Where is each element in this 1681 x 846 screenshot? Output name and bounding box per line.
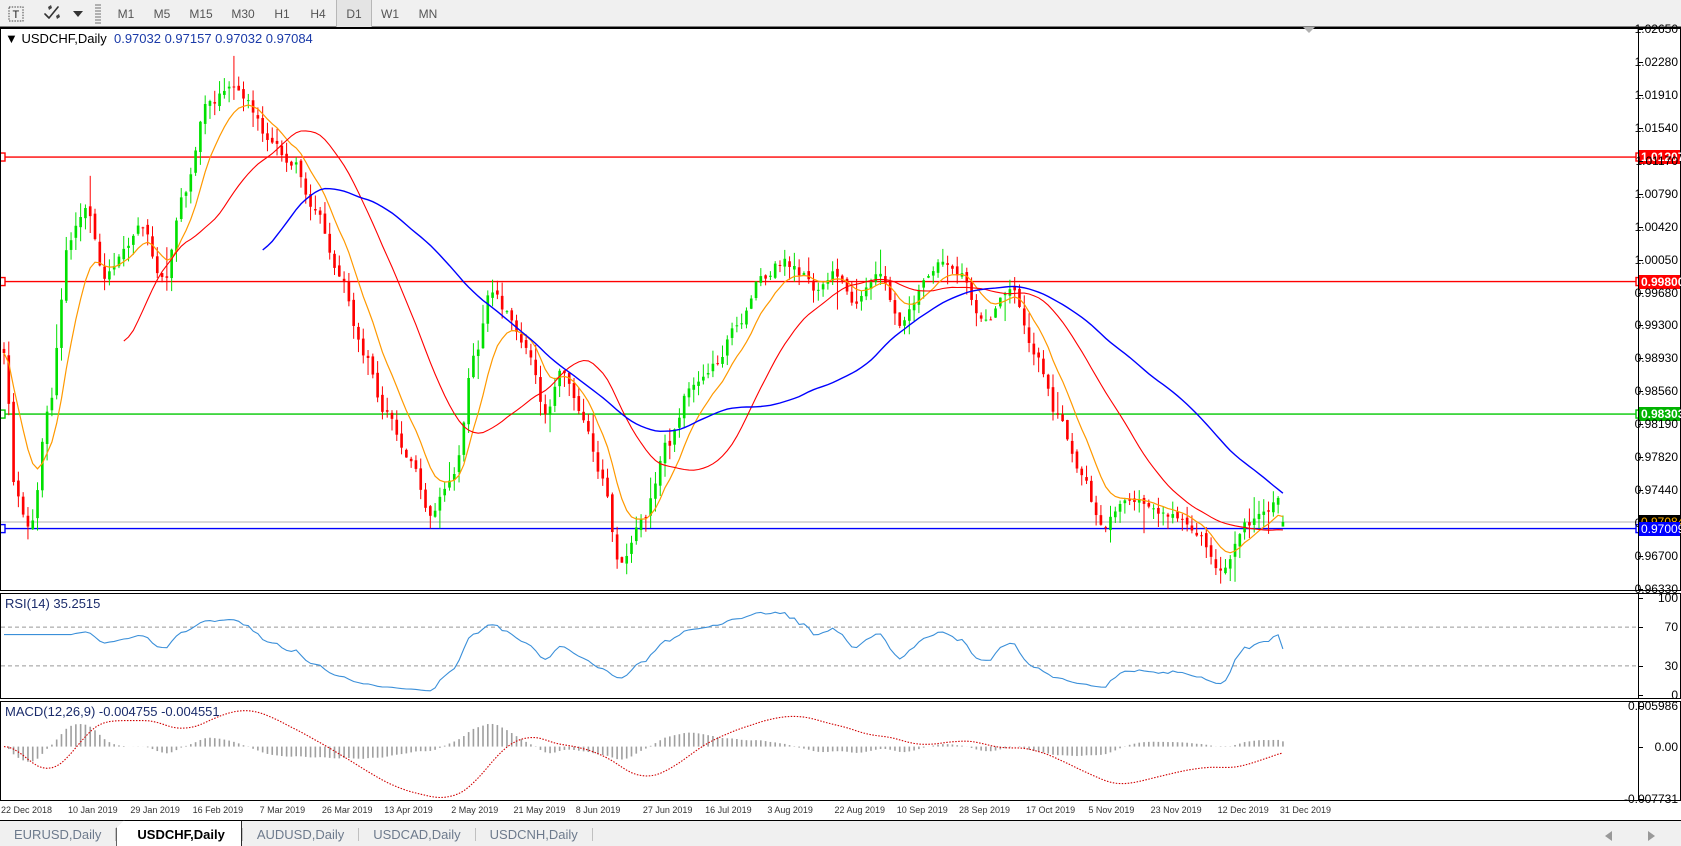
svg-text:T: T xyxy=(13,9,20,21)
